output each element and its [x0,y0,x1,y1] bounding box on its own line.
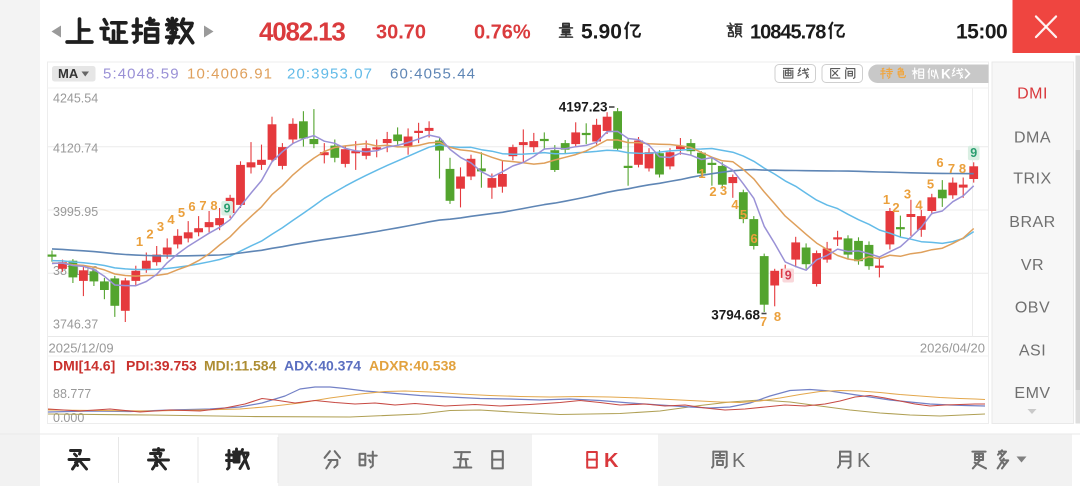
svg-text:1: 1 [883,192,890,207]
svg-text:ASI: ASI [1019,343,1046,360]
svg-text:10:4006.91: 10:4006.91 [187,66,273,83]
svg-text:DMA: DMA [1014,130,1051,147]
svg-text:2: 2 [892,200,899,215]
svg-text:K: K [732,450,746,472]
svg-text:4197.23: 4197.23 [559,100,608,115]
svg-text:8: 8 [210,198,217,213]
svg-text:DMI: DMI [1017,86,1048,103]
svg-text:30.70: 30.70 [376,22,426,44]
svg-text:4: 4 [915,198,923,213]
svg-text:5.90: 5.90 [581,21,622,44]
svg-text:5: 5 [740,207,747,222]
svg-text:4: 4 [167,212,175,227]
svg-text:K: K [857,450,871,472]
svg-text:3: 3 [904,187,911,202]
svg-text:7: 7 [199,198,206,213]
svg-text:BRAR: BRAR [1009,214,1055,231]
svg-text:3: 3 [720,183,727,198]
svg-text:TRIX: TRIX [1013,171,1051,188]
svg-text:3995.95: 3995.95 [53,205,98,219]
svg-text:5: 5 [927,177,934,192]
svg-text:88.777: 88.777 [53,387,91,401]
svg-text:4245.54: 4245.54 [53,91,98,105]
svg-text:7: 7 [760,314,767,329]
svg-text:5:4048.59: 5:4048.59 [103,66,180,83]
svg-text:8: 8 [774,309,781,324]
svg-text:K: K [604,450,619,472]
svg-text:ADXR:40.538: ADXR:40.538 [369,358,456,374]
svg-text:4120.74: 4120.74 [53,142,98,156]
svg-text:K: K [941,67,951,82]
svg-text:8: 8 [959,161,966,176]
svg-text:EMV: EMV [1014,385,1050,402]
svg-text:6: 6 [750,231,757,246]
svg-text:MDI:11.584: MDI:11.584 [204,358,277,374]
svg-text:3: 3 [157,219,164,234]
svg-text:2: 2 [146,227,153,242]
svg-text:1: 1 [698,166,705,181]
svg-text:OBV: OBV [1015,300,1050,317]
svg-text:DMI[14.6]: DMI[14.6] [53,358,115,374]
svg-text:7: 7 [948,161,955,176]
svg-text:VR: VR [1021,257,1044,274]
svg-text:4082.13: 4082.13 [259,17,345,47]
svg-text:15:00: 15:00 [956,21,1007,44]
svg-text:60:4055.44: 60:4055.44 [390,66,476,83]
svg-text:3746.37: 3746.37 [53,318,98,332]
svg-text:4: 4 [731,197,739,212]
svg-text:1: 1 [136,234,143,249]
svg-text:0.76%: 0.76% [474,22,531,44]
svg-text:0.000: 0.000 [53,411,84,425]
svg-text:6: 6 [188,199,195,214]
svg-text:3794.68: 3794.68 [711,308,760,323]
svg-text:20:3953.07: 20:3953.07 [287,66,373,83]
svg-text:PDI:39.753: PDI:39.753 [126,358,197,374]
svg-text:9: 9 [785,269,792,283]
svg-text:9: 9 [224,201,231,215]
svg-text:5: 5 [178,205,185,220]
svg-text:MA: MA [58,66,79,81]
svg-text:9: 9 [970,146,977,160]
svg-text:2025/12/09: 2025/12/09 [49,341,114,356]
svg-text:ADX:40.374: ADX:40.374 [284,358,361,374]
svg-text:2: 2 [709,184,716,199]
svg-text:10845.78: 10845.78 [750,22,826,44]
svg-text:6: 6 [936,155,943,170]
svg-text:2026/04/20: 2026/04/20 [920,341,985,356]
